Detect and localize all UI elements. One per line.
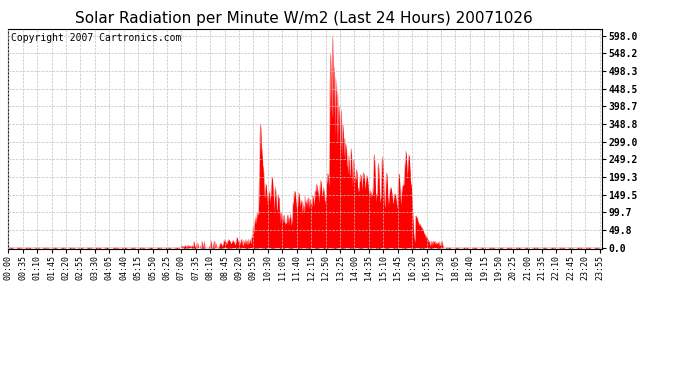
Text: Solar Radiation per Minute W/m2 (Last 24 Hours) 20071026: Solar Radiation per Minute W/m2 (Last 24…: [75, 11, 533, 26]
Text: Copyright 2007 Cartronics.com: Copyright 2007 Cartronics.com: [11, 33, 181, 43]
